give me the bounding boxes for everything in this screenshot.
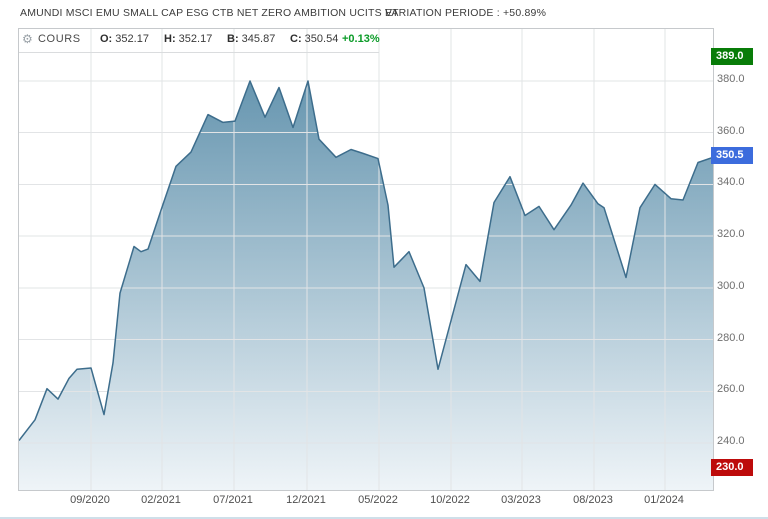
y-axis-label: 240.0 bbox=[717, 435, 745, 448]
x-axis-label: 10/2022 bbox=[430, 494, 470, 506]
title-bar: AMUNDI MSCI EMU SMALL CAP ESG CTB NET ZE… bbox=[0, 7, 768, 23]
x-axis-label: 02/2021 bbox=[141, 494, 181, 506]
close-label: C: bbox=[290, 33, 302, 45]
x-axis-label: 12/2021 bbox=[286, 494, 326, 506]
close-value: 350.54 bbox=[304, 33, 339, 45]
period-high-badge: 389.0 bbox=[711, 47, 753, 65]
x-axis-label: 03/2023 bbox=[501, 494, 541, 506]
price-line bbox=[19, 80, 713, 441]
last-price-badge: 350.5 bbox=[711, 147, 753, 165]
x-axis-label: 08/2023 bbox=[573, 494, 613, 506]
settings-gear-icon[interactable]: ⚙ bbox=[22, 32, 33, 46]
area-fill bbox=[19, 81, 713, 490]
low-value: 345.87 bbox=[241, 33, 276, 45]
x-axis-label: 09/2020 bbox=[70, 494, 110, 506]
period-low-badge: 230.0 bbox=[711, 458, 753, 476]
price-area-chart[interactable] bbox=[19, 29, 713, 490]
instrument-title: AMUNDI MSCI EMU SMALL CAP ESG CTB NET ZE… bbox=[20, 7, 399, 19]
gridlines bbox=[19, 29, 713, 490]
period-variation: VARIATION PERIODE : +50.89% bbox=[385, 7, 547, 19]
daily-change-value: +0.13% bbox=[342, 33, 380, 45]
high-label: H: bbox=[164, 33, 176, 45]
y-axis-label: 300.0 bbox=[717, 279, 745, 292]
x-axis-label: 05/2022 bbox=[358, 494, 398, 506]
y-axis-label: 380.0 bbox=[717, 73, 745, 85]
chart-plot-area[interactable] bbox=[18, 28, 714, 491]
open-field: O: 352.17 bbox=[100, 33, 149, 45]
open-value: 352.17 bbox=[115, 33, 149, 45]
y-axis-label: 280.0 bbox=[717, 331, 745, 344]
series-name: COURS bbox=[38, 33, 81, 45]
x-axis-label: 07/2021 bbox=[213, 494, 253, 506]
open-label: O: bbox=[100, 33, 113, 45]
y-axis-label: 340.0 bbox=[717, 176, 745, 189]
x-axis-label: 01/2024 bbox=[644, 494, 684, 506]
high-value: 352.17 bbox=[178, 33, 213, 45]
low-field: B: 345.87 bbox=[227, 33, 275, 45]
close-field: C: 350.54 bbox=[290, 33, 338, 45]
y-axis-label: 260.0 bbox=[717, 383, 745, 396]
legend-bar: ⚙ COURS O: 352.17 H: 352.17 B: 345.87 C:… bbox=[0, 32, 768, 48]
legend-divider bbox=[19, 52, 379, 53]
high-field: H: 352.17 bbox=[164, 33, 212, 45]
low-label: B: bbox=[227, 33, 239, 45]
y-axis-label: 320.0 bbox=[717, 228, 745, 241]
y-axis-label: 360.0 bbox=[717, 124, 745, 137]
